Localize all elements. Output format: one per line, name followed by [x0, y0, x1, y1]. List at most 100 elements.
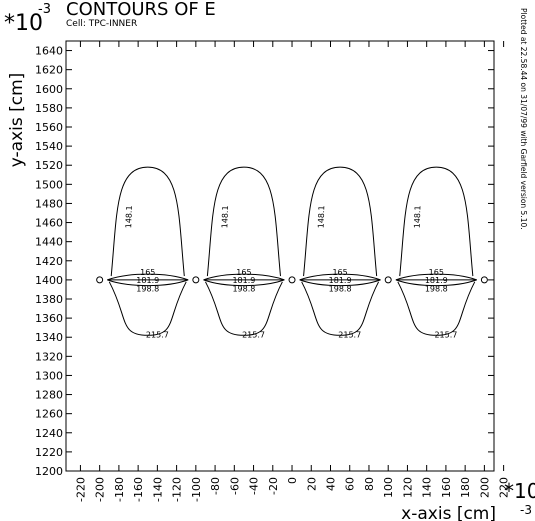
x-tick-label: 80: [363, 477, 376, 491]
x-tick-label: -220: [74, 477, 87, 502]
contour-label: 148.1: [220, 205, 230, 228]
x-tick-label: 0: [286, 477, 299, 484]
x-tick-label: 60: [344, 477, 357, 491]
contour-label: 215.7: [242, 330, 265, 339]
y-tick-label: 1300: [35, 369, 63, 382]
contour-label: 148.1: [413, 205, 423, 228]
y-tick-label: 1320: [35, 350, 63, 363]
y-tick-label: 1620: [35, 64, 63, 77]
wire-markers: [96, 276, 488, 284]
x-tick-label: 100: [382, 477, 395, 498]
x-tick-label: 40: [324, 477, 337, 491]
contour-line: [108, 281, 187, 336]
y-tick-label: 1360: [35, 312, 63, 325]
y-tick-label: 1480: [35, 197, 63, 210]
wire-marker: [288, 276, 296, 284]
x-axis-label: x-axis [cm]: [401, 504, 496, 521]
y-tick-label: 1640: [35, 45, 63, 58]
x-tick-label: -120: [171, 477, 184, 502]
x-tick-label: 120: [401, 477, 414, 498]
contour-line: [395, 273, 477, 281]
contour-label: 215.7: [146, 330, 169, 339]
x-tick-label: 200: [478, 477, 491, 498]
y-tick-label: 1500: [35, 178, 63, 191]
y-axis-label: y-axis [cm]: [7, 73, 27, 168]
contour-label: 181.9: [136, 276, 159, 285]
y-tick-label: 1460: [35, 217, 63, 230]
y-tick-label: 1420: [35, 255, 63, 268]
contour-line: [301, 281, 380, 336]
y-tick-label: 1400: [35, 274, 63, 287]
x-tick-label: -200: [94, 477, 107, 502]
contour-line: [206, 166, 281, 277]
y-tick-label: 1240: [35, 427, 63, 440]
y-tick-label: 1380: [35, 293, 63, 306]
contour-label: 181.9: [425, 276, 448, 285]
chart-title: CONTOURS OF E: [66, 0, 216, 20]
y-tick-label: 1440: [35, 236, 63, 249]
x-tick-label: -140: [151, 477, 164, 502]
y-tick-label: 1280: [35, 389, 63, 402]
wire-marker: [480, 276, 488, 284]
contour-line: [203, 273, 285, 281]
contour-line: [395, 279, 477, 287]
wire-marker: [192, 276, 200, 284]
contour-label: 198.8: [232, 284, 255, 293]
y-tick-label: 1260: [35, 408, 63, 421]
axis-ticks: 1200122012401260128013001320134013601380…: [35, 41, 511, 502]
contour-line: [399, 166, 474, 277]
x-tick-label: -100: [190, 477, 203, 502]
contour-label: 165: [332, 268, 347, 277]
chart-subtitle: Cell: TPC-INNER: [66, 19, 137, 29]
y-tick-label: 1540: [35, 140, 63, 153]
contour-label: 198.8: [136, 284, 159, 293]
contour-line: [107, 279, 189, 287]
x-tick-label: 220: [498, 477, 511, 498]
x-tick-label: -20: [267, 477, 280, 495]
contour-line: [110, 166, 185, 277]
y-tick-label: 1340: [35, 331, 63, 344]
contour-line: [203, 279, 285, 287]
y-scale-factor: *10: [4, 11, 43, 36]
contour-label: 215.7: [434, 330, 457, 339]
contour-labels: 148.1165181.9198.8215.7148.1165181.9198.…: [124, 205, 457, 339]
contour-line: [303, 166, 378, 277]
y-tick-label: 1200: [35, 465, 63, 478]
x-tick-label: 20: [305, 477, 318, 491]
x-tick-label: -160: [132, 477, 145, 502]
x-tick-label: 180: [459, 477, 472, 498]
y-tick-label: 1580: [35, 102, 63, 115]
x-tick-label: -80: [209, 477, 222, 495]
x-tick-label: 160: [440, 477, 453, 498]
contour-label: 148.1: [124, 205, 134, 228]
plot-frame: [65, 40, 495, 472]
contour-line: [397, 281, 476, 336]
contour-label: 165: [140, 268, 155, 277]
contour-label: 181.9: [232, 276, 255, 285]
contour-label: 148.1: [316, 205, 326, 228]
contour-label: 198.8: [329, 284, 352, 293]
y-tick-label: 1560: [35, 121, 63, 134]
contour-label: 165: [429, 268, 444, 277]
y-tick-label: 1220: [35, 446, 63, 459]
x-scale-factor: *10: [504, 479, 535, 503]
x-tick-label: -180: [113, 477, 126, 502]
y-tick-label: 1600: [35, 83, 63, 96]
contour-line: [299, 279, 381, 287]
wire-marker: [384, 276, 392, 284]
contour-lines: [107, 166, 477, 336]
x-tick-label: -40: [248, 477, 261, 495]
contour-label: 215.7: [338, 330, 361, 339]
contour-label: 165: [236, 268, 251, 277]
x-tick-label: -60: [228, 477, 241, 495]
contour-line: [107, 273, 189, 281]
y-scale-exponent: -3: [38, 2, 51, 17]
plot-side-note: Plotted at 22.58.44 on 31/07/99 with Gar…: [519, 8, 528, 230]
contour-line: [299, 273, 381, 281]
y-tick-label: 1520: [35, 159, 63, 172]
contour-label: 181.9: [329, 276, 352, 285]
x-tick-label: 140: [421, 477, 434, 498]
wire-marker: [96, 276, 104, 284]
contour-line: [205, 281, 283, 336]
